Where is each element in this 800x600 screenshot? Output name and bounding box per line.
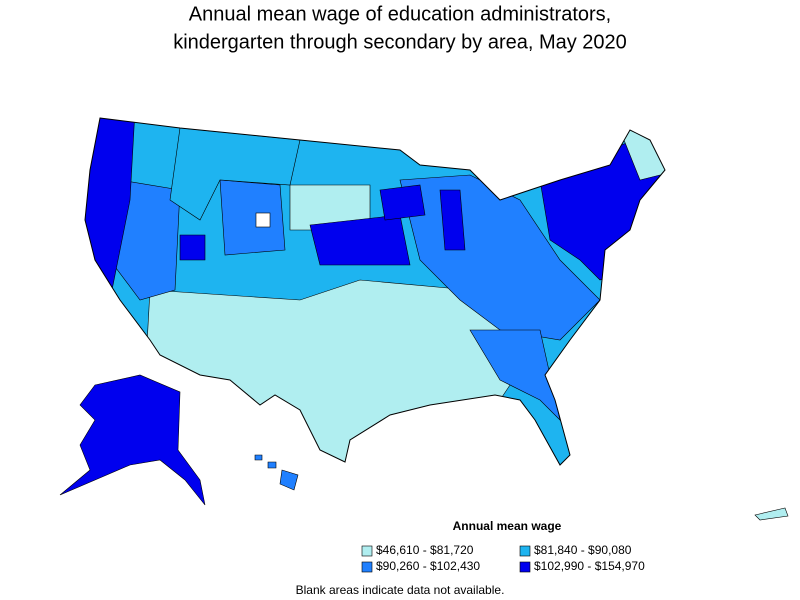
legend-swatch xyxy=(519,561,531,573)
legend-label: $102,990 - $154,970 xyxy=(534,559,645,573)
region xyxy=(379,184,426,221)
region xyxy=(309,214,411,266)
footnote: Blank areas indicate data not available. xyxy=(296,583,505,597)
us-outline xyxy=(84,117,666,466)
region xyxy=(179,234,206,261)
region xyxy=(439,189,466,251)
hawaii xyxy=(254,454,299,491)
legend-swatch xyxy=(361,545,373,557)
legend-label: $90,260 - $102,430 xyxy=(376,559,480,573)
legend-swatch xyxy=(519,545,531,557)
map-title: kindergarten through secondary by area, … xyxy=(173,31,627,53)
region xyxy=(469,329,561,421)
puerto-rico xyxy=(754,507,789,521)
region xyxy=(267,461,277,469)
map-title: Annual mean wage of education administra… xyxy=(189,3,611,25)
legend-label: $46,610 - $81,720 xyxy=(376,543,474,557)
legend: Annual mean wage $46,610 - $81,720 $81,84… xyxy=(361,519,645,573)
legend-label: $81,840 - $90,080 xyxy=(534,543,632,557)
region xyxy=(254,454,263,461)
legend-title: Annual mean wage xyxy=(453,519,562,533)
region xyxy=(219,179,286,256)
legend-swatch xyxy=(361,561,373,573)
alaska xyxy=(59,374,206,506)
blank-area xyxy=(255,212,271,228)
region xyxy=(279,469,299,491)
